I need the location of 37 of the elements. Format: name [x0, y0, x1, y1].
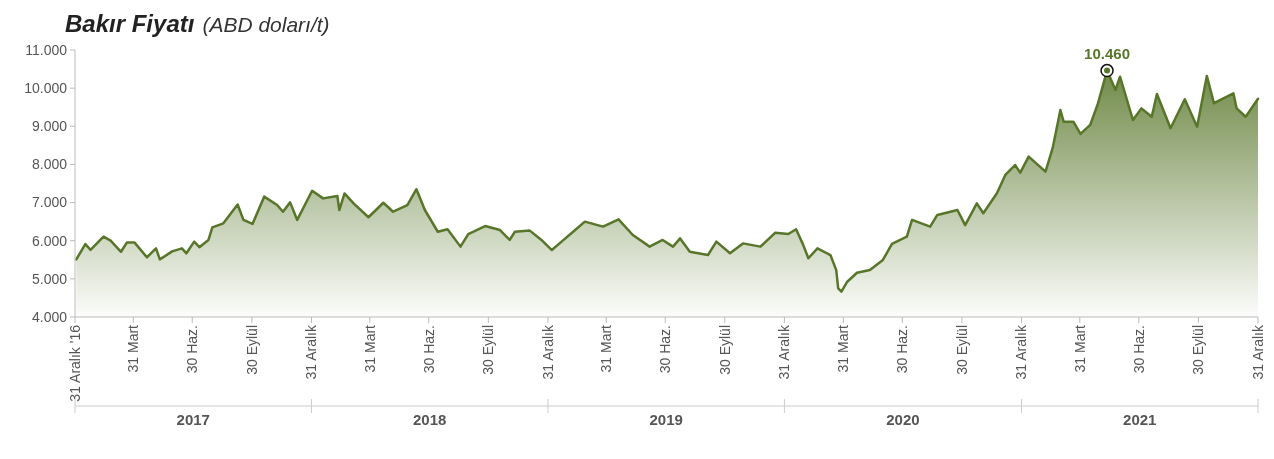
y-tick-label: 10.000: [24, 80, 68, 97]
text: 2018: [413, 411, 447, 428]
x-tick-label: 30 Eylül: [480, 325, 497, 375]
x-tick-label: 30 Haz.: [420, 325, 437, 374]
x-tick-label: 31 Aralık: [303, 324, 320, 380]
x-tick-label: 30 Eylül: [716, 325, 733, 375]
y-tick-label: 11.000: [25, 41, 68, 58]
x-tick-label: 30 Eylül: [1190, 325, 1207, 375]
x-tick-label: 30 Eylül: [243, 325, 260, 375]
x-tick-label: 31 Mart: [598, 324, 615, 373]
x-tick-label: 31 Aralık: [539, 324, 556, 380]
chart-title: Bakır Fiyatı: [65, 10, 195, 37]
y-tick-label: 5.000: [31, 270, 68, 287]
x-tick-label: 30 Eylül: [953, 325, 970, 375]
x-tick-label: 31 Mart: [125, 324, 142, 373]
x-tick-label: 31 Mart: [1071, 324, 1088, 373]
y-tick-label: 7.000: [31, 194, 68, 211]
x-tick-label: 30 Haz.: [184, 325, 201, 374]
chart-subtitle: (ABD doları/t): [202, 13, 330, 36]
x-tick-label: 31 Aralık '16: [66, 324, 83, 402]
x-tick-label: 31 Aralık: [1013, 324, 1030, 380]
x-tick-label: 31 Mart: [361, 324, 378, 373]
y-tick-label: 4.000: [31, 308, 68, 325]
y-tick-label: 9.000: [31, 118, 68, 135]
x-tick-label: 30 Haz.: [894, 325, 911, 374]
x-tick-label: 30 Haz.: [657, 325, 674, 374]
annotation: 10.460: [1084, 44, 1130, 62]
text: 2020: [886, 411, 920, 428]
x-tick-label: 31 Mart: [835, 324, 852, 373]
text: 2017: [176, 411, 210, 428]
text: 2021: [1123, 411, 1157, 428]
y-tick-label: 8.000: [31, 156, 68, 173]
text: 2019: [649, 411, 683, 428]
x-tick-label: 31 Aralık: [1249, 324, 1266, 380]
x-tick-label: 30 Haz.: [1130, 325, 1147, 374]
y-tick-label: 6.000: [31, 232, 68, 249]
x-tick-label: 31 Aralık: [776, 324, 793, 380]
